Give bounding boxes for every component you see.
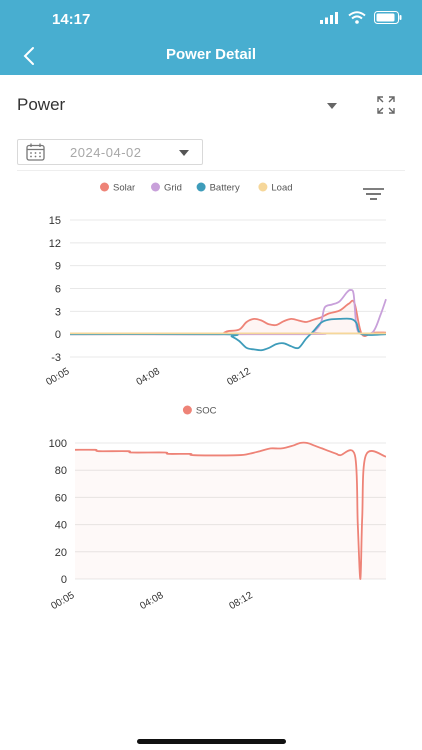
- legend-swatch: [151, 182, 160, 192]
- legend-label: SOC: [196, 406, 217, 417]
- status-time: 14:17: [52, 11, 91, 28]
- legend-swatch: [100, 182, 109, 192]
- soc-area-chart: SOC 100 80 60 40 20 0 00:05 04:08 08:12: [49, 405, 387, 612]
- series-area-soc: [75, 442, 386, 580]
- legend-label: Solar: [113, 183, 135, 194]
- y-tick-label: 12: [49, 238, 61, 250]
- calendar-icon: [26, 143, 45, 161]
- power-select-row: Power: [17, 93, 407, 119]
- battery-icon: [374, 11, 402, 24]
- page-title: Power Detail: [165, 46, 257, 63]
- y-tick-label: 40: [55, 520, 67, 532]
- y-tick-label: 9: [55, 261, 61, 273]
- x-tick-label: 08:12: [225, 366, 253, 388]
- legend-label: Load: [271, 183, 292, 194]
- series-line-battery: [69, 317, 387, 352]
- legend-item-soc[interactable]: SOC: [182, 405, 217, 417]
- power-select[interactable]: Power: [17, 95, 66, 114]
- legend-swatch: [182, 405, 192, 415]
- y-tick-label: 0: [61, 574, 67, 586]
- series-line-solar: [69, 299, 387, 337]
- legend-label: Battery: [210, 183, 240, 194]
- y-tick-label: 15: [49, 215, 61, 227]
- status-icons: [320, 11, 402, 24]
- legend-swatch: [258, 182, 268, 192]
- legend-item-solar[interactable]: Solar: [100, 182, 135, 194]
- y-tick-label: 0: [55, 329, 61, 341]
- power-line-chart: Solar Grid Battery Load 15 12 9 6 3 0 -3 00:05 04:08…: [44, 182, 387, 388]
- y-tick-label: 6: [55, 284, 61, 296]
- y-tick-label: 3: [55, 306, 61, 318]
- y-tick-label: 20: [55, 547, 67, 559]
- x-tick-label: 08:12: [228, 590, 256, 612]
- caret-down-icon: [179, 150, 189, 156]
- filter-lines-icon[interactable]: [363, 188, 384, 200]
- legend-swatch: [196, 182, 206, 192]
- x-tick-label: 00:05: [49, 590, 77, 612]
- y-tick-label: -3: [51, 352, 61, 364]
- y-tick-label: 100: [49, 438, 67, 450]
- fullscreen-icon[interactable]: [377, 96, 395, 114]
- chevron-left-icon[interactable]: [18, 44, 42, 68]
- home-indicator: [137, 739, 286, 744]
- legend-item-grid[interactable]: Grid: [151, 182, 182, 194]
- app-header: 14:17 Power Detail: [0, 0, 422, 75]
- date-picker[interactable]: 2024-04-02: [17, 139, 203, 165]
- caret-down-icon[interactable]: [327, 101, 337, 111]
- wifi-icon: [348, 11, 366, 24]
- y-tick-label: 80: [55, 465, 67, 477]
- series-area-solar: [70, 300, 386, 337]
- y-tick-label: 60: [55, 492, 67, 504]
- signal-icon: [320, 11, 338, 24]
- date-value: 2024-04-02: [70, 145, 142, 160]
- x-tick-label: 04:08: [138, 590, 166, 612]
- series-line-soc: [74, 441, 387, 580]
- x-tick-label: 00:05: [44, 366, 72, 388]
- legend-item-load[interactable]: Load: [258, 182, 293, 194]
- legend-item-battery[interactable]: Battery: [196, 182, 240, 194]
- divider: [17, 170, 405, 171]
- x-tick-label: 04:08: [135, 366, 163, 388]
- legend-label: Grid: [164, 183, 182, 194]
